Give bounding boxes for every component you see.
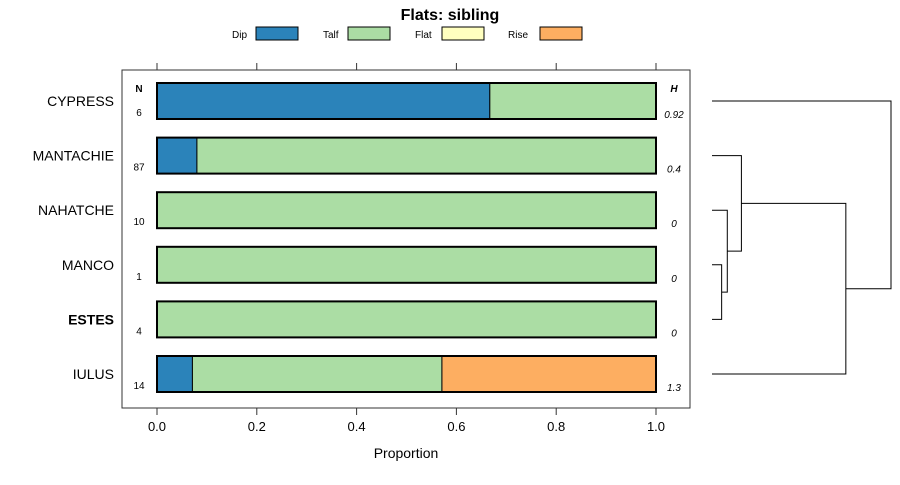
x-tick-label-4: 0.8: [547, 419, 565, 434]
x-axis: 0.0 0.2 0.4 0.6 0.8 1.0: [148, 408, 665, 434]
x-tick-label-0: 0.0: [148, 419, 166, 434]
bars-layer: [156, 82, 657, 393]
bar-outline-iulus: [156, 355, 657, 393]
y-axis: CYPRESS MANTACHIE NAHATCHE MANCO ESTES IULUS: [33, 93, 115, 382]
row-label-nahatche: NAHATCHE: [38, 202, 114, 218]
h-column: H 0.92 0.4 0 0 0 1.3: [664, 84, 684, 394]
dendrogram-branch: [712, 155, 742, 252]
h-value: 0: [671, 219, 677, 230]
x-tick-label-3: 0.6: [447, 419, 465, 434]
n-value: 4: [136, 326, 142, 337]
x-tick-label-1: 0.2: [248, 419, 266, 434]
bar-manco-talf: [156, 246, 657, 284]
bar-outline-cypress: [156, 82, 657, 120]
bar-outline-manco: [156, 245, 657, 284]
top-axis: [156, 63, 657, 70]
dendrogram-branch: [712, 100, 892, 290]
legend-label-flat: Flat: [415, 30, 432, 41]
legend-label-rise: Rise: [508, 30, 528, 41]
row-label-mantachie: MANTACHIE: [33, 148, 114, 164]
x-tick-label-2: 0.4: [348, 419, 366, 434]
bar-outline-nahatche: [156, 191, 657, 230]
bar-iulus-dip: [156, 355, 193, 393]
n-value: 6: [136, 108, 142, 119]
chart-title: Flats: sibling: [401, 7, 500, 24]
h-value: 0: [671, 328, 677, 339]
plot-panel: [121, 69, 691, 409]
bar-outline-estes: [156, 300, 657, 339]
legend-label-dip: Dip: [232, 30, 247, 41]
row-label-estes: ESTES: [68, 311, 114, 327]
n-value: 87: [133, 163, 145, 174]
legend-label-talf: Talf: [323, 30, 339, 41]
bar-iulus-rise: [441, 355, 657, 393]
bar-cypress-talf: [489, 82, 657, 120]
dendrogram: [712, 100, 892, 375]
legend-swatch-flat: [441, 26, 485, 41]
h-value: 1.3: [667, 383, 681, 394]
n-value: 1: [136, 272, 142, 283]
legend-swatch-dip: [255, 26, 299, 41]
bar-cypress-dip: [156, 82, 491, 120]
bar-estes-talf: [156, 300, 657, 338]
h-value: 0.4: [667, 165, 681, 176]
dendrogram-branch: [712, 202, 847, 375]
x-axis-label: Proportion: [374, 445, 439, 461]
bar-nahatche-talf: [156, 191, 657, 229]
row-label-cypress: CYPRESS: [47, 93, 114, 109]
row-label-manco: MANCO: [62, 257, 114, 273]
dendrogram-branch: [712, 264, 723, 320]
h-value: 0.92: [664, 110, 684, 121]
dendrogram-branch: [712, 209, 728, 293]
bar-mantachie-dip: [156, 137, 198, 175]
bar-outline-mantachie: [156, 136, 657, 175]
bar-mantachie-talf: [196, 137, 657, 175]
n-header: N: [135, 84, 142, 95]
row-label-iulus: IULUS: [73, 366, 114, 382]
h-value: 0: [671, 274, 677, 285]
legend-swatch-talf: [347, 26, 391, 41]
legend: Dip Talf Flat Rise: [232, 26, 583, 41]
legend-swatch-rise: [539, 26, 583, 41]
h-header: H: [670, 84, 678, 95]
n-value: 10: [133, 217, 145, 228]
x-tick-label-5: 1.0: [647, 419, 665, 434]
n-value: 14: [133, 381, 145, 392]
bar-iulus-talf: [191, 355, 443, 393]
